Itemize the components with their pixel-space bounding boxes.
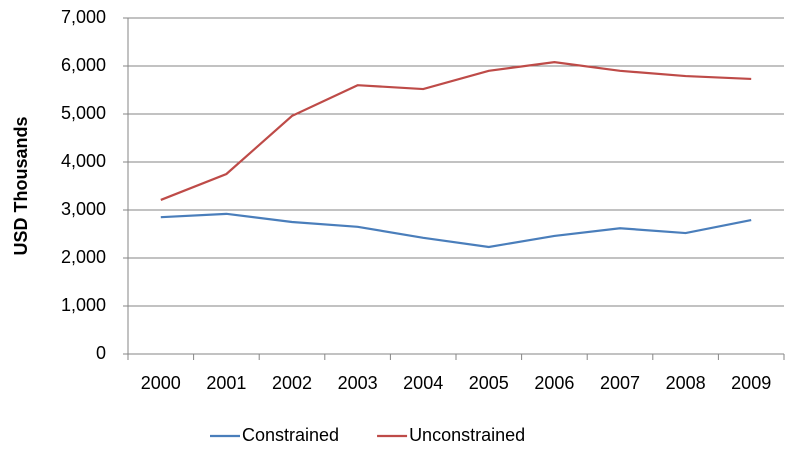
x-tick-label: 2007 — [600, 373, 640, 393]
y-tick-label: 1,000 — [61, 295, 106, 315]
legend-label: Unconstrained — [409, 425, 525, 445]
x-tick-label: 2002 — [272, 373, 312, 393]
x-tick-label: 2003 — [338, 373, 378, 393]
y-tick-label: 0 — [96, 343, 106, 363]
x-tick-label: 2004 — [403, 373, 443, 393]
x-tick-label: 2000 — [141, 373, 181, 393]
line-series — [160, 61, 752, 201]
y-tick-label: 4,000 — [61, 151, 106, 171]
y-tick-label: 6,000 — [61, 55, 106, 75]
y-tick-label: 7,000 — [61, 7, 106, 27]
x-tick-label: 2005 — [469, 373, 509, 393]
y-tick-label: 5,000 — [61, 103, 106, 123]
x-tick-label: 2009 — [731, 373, 771, 393]
y-axis-label: USD Thousands — [11, 116, 31, 255]
legend-label: Constrained — [242, 425, 339, 445]
x-tick-label: 2001 — [206, 373, 246, 393]
y-tick-label: 3,000 — [61, 199, 106, 219]
line-series — [160, 212, 752, 249]
x-tick-label: 2006 — [534, 373, 574, 393]
y-tick-label: 2,000 — [61, 247, 106, 267]
x-tick-label: 2008 — [666, 373, 706, 393]
